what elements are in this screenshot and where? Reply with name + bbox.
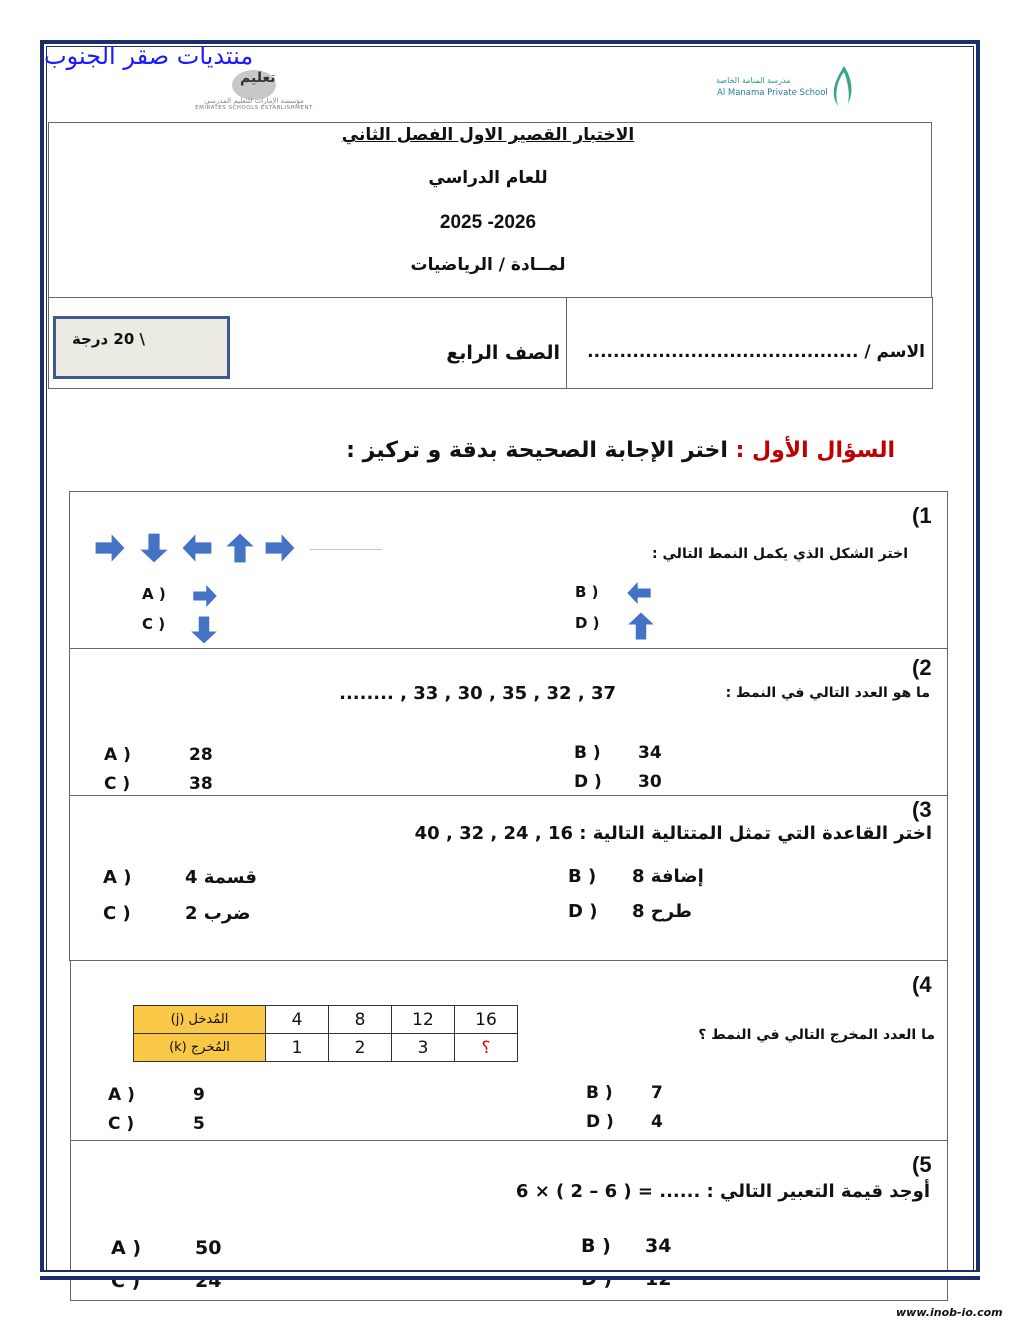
school-logo-en: Al Manama Private School [717, 88, 828, 98]
question-number: (5 [912, 1152, 932, 1177]
option-d-value[interactable]: طرح 8 [632, 901, 692, 922]
question-number: (2 [912, 655, 932, 680]
taleem-logo-text: تعليم [240, 70, 276, 86]
option-d-label[interactable]: D ) [568, 901, 598, 922]
question-number: (4 [912, 972, 932, 997]
number-sequence: 37 , 32 , 35 , 30 , 33 , ........ [339, 683, 616, 704]
option-a-value[interactable]: قسمة 4 [185, 867, 257, 888]
table-cell: 3 [391, 1033, 455, 1062]
name-cell [566, 297, 933, 389]
arrow-down-icon [134, 532, 174, 564]
table-cell: 8 [328, 1005, 392, 1034]
arrow-up-icon [623, 611, 659, 641]
question-text: أوجد قيمة التعبير التالي : ...... = ( 6 … [515, 1181, 930, 1202]
academic-year: 2025 -2026 [439, 212, 537, 233]
option-a-label[interactable]: A ) [108, 1085, 135, 1105]
arrow-down-icon [186, 615, 222, 645]
arrow-left-icon [177, 532, 217, 564]
student-name-field[interactable]: الاسم / ................................… [587, 342, 925, 362]
option-b-value[interactable]: إضافة 8 [632, 866, 704, 887]
option-a-label[interactable]: A ) [104, 745, 131, 765]
question-text: ما هو العدد التالي في النمط : [725, 685, 930, 701]
page-border-bottom [40, 1270, 980, 1280]
option-b-value[interactable]: 34 [645, 1235, 672, 1257]
arrow-right-icon [260, 532, 300, 564]
arrow-right-icon [185, 583, 225, 609]
ese-logo-en: EMIRATES SCHOOLS ESTABLISHMENT [195, 105, 313, 111]
arrow-up-icon [220, 532, 260, 564]
option-d-label[interactable]: D ) [586, 1112, 614, 1132]
section-label: السؤال الأول : [735, 438, 895, 463]
option-c-value[interactable]: 5 [193, 1114, 205, 1134]
option-a-label[interactable]: A ) [103, 867, 132, 888]
question-text: اختر القاعدة التي تمثل المتتالية التالية… [414, 823, 932, 844]
arrow-left-icon [618, 580, 660, 606]
question-text: ما العدد المخرج التالي في النمط ؟ [698, 1027, 935, 1043]
grade-level: الصف الرابع [446, 342, 560, 364]
option-d-label[interactable]: D ) [575, 614, 600, 632]
option-b-value[interactable]: 7 [651, 1083, 663, 1103]
arrow-right-icon [90, 532, 130, 564]
exam-title: الاختبار القصير الاول الفصل الثاني [341, 125, 635, 145]
option-a-value[interactable]: 50 [195, 1237, 222, 1259]
ese-logo-ar: مؤسسة الإمارات للتعليم المدرسي [204, 97, 304, 105]
question-5 [70, 1140, 948, 1301]
footer-url: www.inob-io.com [896, 1306, 1003, 1319]
option-b-value[interactable]: 34 [638, 743, 662, 763]
option-c-value[interactable]: ضرب 2 [185, 903, 251, 924]
table-cell: 1 [265, 1033, 329, 1062]
option-b-label[interactable]: B ) [575, 583, 599, 601]
option-a-value[interactable]: 28 [189, 745, 213, 765]
taleem-logo [232, 70, 276, 100]
section-heading: السؤال الأول : اختر الإجابة الصحيحة بدقة… [346, 438, 895, 463]
table-cell: 4 [265, 1005, 329, 1034]
table-cell: 12 [391, 1005, 455, 1034]
output-header: المُخرج (k) [133, 1033, 266, 1062]
unknown-cell: ؟ [454, 1033, 518, 1062]
option-b-label[interactable]: B ) [586, 1083, 613, 1103]
option-b-label[interactable]: B ) [568, 866, 597, 887]
option-a-value[interactable]: 9 [193, 1085, 205, 1105]
option-c-value[interactable]: 38 [189, 774, 213, 794]
score-box [53, 316, 230, 379]
input-output-table: المُدخل (j) 4 8 12 16 المُخرج (k) 1 2 3 ؟ [133, 1005, 518, 1062]
input-header: المُدخل (j) [133, 1005, 266, 1034]
total-score: \ 20 درجة [71, 330, 145, 348]
option-c-label[interactable]: C ) [142, 615, 166, 633]
blank-line [310, 549, 382, 550]
question-number: (1 [912, 503, 932, 528]
option-a-label[interactable]: A ) [111, 1237, 142, 1259]
year-label: للعام الدراسي [428, 168, 548, 188]
option-c-label[interactable]: C ) [104, 774, 131, 794]
option-b-label[interactable]: B ) [574, 743, 601, 763]
option-d-label[interactable]: D ) [574, 772, 602, 792]
option-d-value[interactable]: 30 [638, 772, 662, 792]
table-cell: 16 [454, 1005, 518, 1034]
option-c-label[interactable]: C ) [108, 1114, 135, 1134]
question-number: (3 [912, 797, 932, 822]
question-text: اختر الشكل الذي يكمل النمط التالي : [652, 546, 908, 562]
option-a-label[interactable]: A ) [142, 585, 166, 603]
option-b-label[interactable]: B ) [581, 1235, 611, 1257]
school-logo-icon [833, 66, 852, 106]
subject: لمــادة / الرياضيات [410, 255, 566, 275]
school-logo-ar: مدرسة المنامة الخاصة [716, 76, 791, 85]
option-c-label[interactable]: C ) [103, 903, 131, 924]
table-cell: 2 [328, 1033, 392, 1062]
watermark: منتديات صقر الجنوب [44, 42, 254, 70]
section-instruction: اختر الإجابة الصحيحة بدقة و تركيز : [346, 438, 728, 463]
option-d-value[interactable]: 4 [651, 1112, 663, 1132]
